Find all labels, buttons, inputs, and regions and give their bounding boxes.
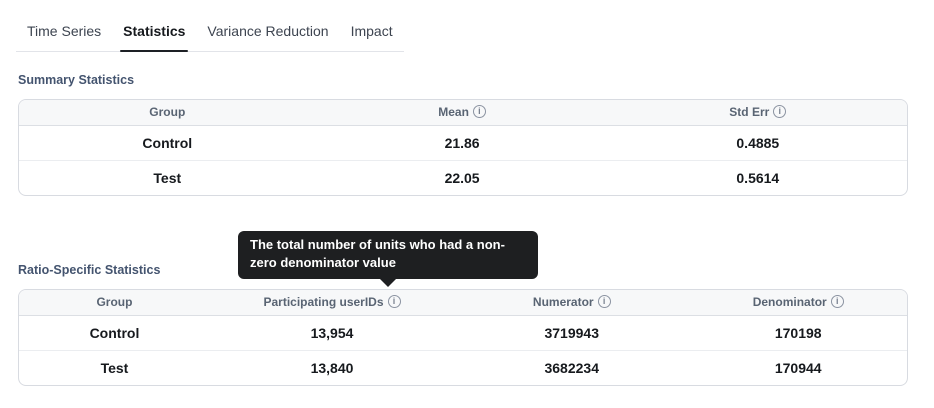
table-cell: Test (19, 349, 210, 385)
table-header-row: Group Participating userIDs Numerator De… (19, 290, 907, 316)
ratio-specific-statistics-table: Group Participating userIDs Numerator De… (18, 289, 908, 386)
tooltip-arrow (379, 277, 397, 287)
table-cell: 22.05 (315, 159, 609, 195)
column-header-label: Denominator (752, 295, 827, 310)
tab-time-series[interactable]: Time Series (27, 23, 102, 39)
info-icon[interactable] (773, 105, 787, 119)
table-row: Control 21.86 0.4885 (19, 125, 907, 160)
tooltip-text: The total number of units who had a non-… (250, 237, 505, 270)
table-cell: 3682234 (454, 349, 690, 385)
table-cell: Test (19, 159, 316, 195)
table-cell: 170944 (689, 349, 907, 385)
column-header-std-err: Std Err (608, 100, 907, 126)
column-header-label: Group (96, 295, 133, 310)
column-header-denominator: Denominator (689, 290, 907, 316)
tab-impact[interactable]: Impact (350, 23, 393, 39)
table-cell: 0.4885 (736, 134, 780, 151)
table-cell: 21.86 (444, 134, 480, 151)
column-header-numerator: Numerator (454, 290, 690, 316)
column-header-label: Group (149, 105, 186, 120)
summary-statistics-table: Group Mean Std Err Control 21.86 0.4885 … (18, 99, 908, 196)
tab-bar: Time Series Statistics Variance Reductio… (16, 14, 404, 52)
table-cell: 170198 (774, 324, 822, 341)
column-header-label: Numerator (532, 295, 594, 310)
info-icon[interactable] (597, 295, 611, 309)
column-header-mean: Mean (315, 100, 609, 126)
table-row: Test 13,840 3682234 170944 (19, 349, 907, 385)
column-header-group: Group (19, 290, 210, 316)
summary-statistics-title: Summary Statistics (18, 73, 135, 87)
table-cell: 13,954 (310, 324, 354, 341)
column-header-group: Group (19, 100, 316, 126)
table-row: Control 13,954 3719943 170198 (19, 315, 907, 350)
table-cell: 13,840 (209, 349, 455, 385)
table-row: Test 22.05 0.5614 (19, 159, 907, 195)
table-cell: 0.5614 (608, 159, 907, 195)
table-cell: Control (142, 134, 193, 151)
column-header-label: Std Err (729, 105, 770, 120)
column-header-label: Participating userIDs (263, 295, 384, 310)
table-cell: Control (89, 324, 140, 341)
tab-statistics[interactable]: Statistics (112, 14, 196, 52)
tab-variance-reduction[interactable]: Variance Reduction (207, 23, 329, 39)
ratio-specific-statistics-title: Ratio-Specific Statistics (18, 263, 161, 277)
tooltip: The total number of units who had a non-… (238, 231, 538, 287)
table-header-row: Group Mean Std Err (19, 100, 907, 126)
info-icon[interactable] (830, 295, 844, 309)
info-icon[interactable] (472, 105, 486, 119)
info-icon[interactable] (387, 295, 401, 309)
column-header-participating-userids: Participating userIDs (209, 290, 455, 316)
table-cell: 3719943 (544, 324, 599, 341)
column-header-label: Mean (438, 105, 469, 120)
